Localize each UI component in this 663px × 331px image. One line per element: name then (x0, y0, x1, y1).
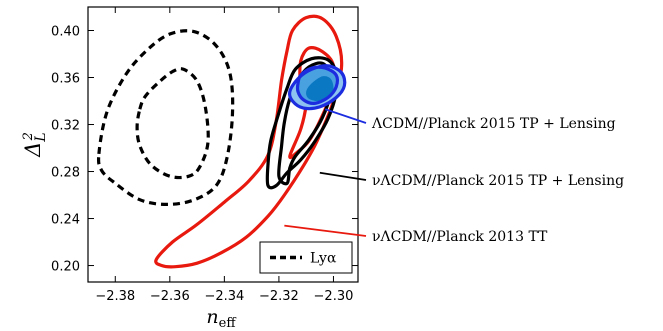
plot-frame (87, 6, 359, 283)
y-tick-label: 0.40 (51, 25, 80, 40)
annotation-1: ΛCDM//Planck 2015 TP + Lensing (324, 108, 616, 132)
y-tick-label: 0.24 (51, 213, 80, 228)
y-tick-label: 0.36 (51, 72, 80, 87)
annotation-label: νΛCDM//Planck 2015 TP + Lensing (372, 173, 624, 189)
svg-text:ΔL2: ΔL2 (21, 132, 49, 158)
y-tick-label: 0.32 (51, 119, 80, 134)
annotation-arrow (319, 171, 367, 181)
contour-layer (96, 14, 347, 269)
annotation-3: νΛCDM//Planck 2013 TT (284, 224, 548, 245)
x-axis-title-base: n (206, 306, 218, 328)
y-tick-label: 0.20 (51, 260, 80, 275)
x-tick-label: −2.30 (314, 289, 354, 304)
annotation-label: ΛCDM//Planck 2015 TP + Lensing (371, 116, 616, 132)
x-axis-title-sub: eff (219, 316, 238, 331)
y-axis-ticks: 0.20 0.24 0.28 0.32 0.36 0.40 (51, 25, 358, 275)
annotation-layer: ΛCDM//Planck 2015 TP + Lensing νΛCDM//Pla… (284, 108, 624, 245)
y-axis-title: ΔL2 (21, 132, 49, 158)
y-axis-title-sub: L (33, 132, 49, 142)
x-tick-label: −2.34 (204, 289, 244, 304)
series-ly (96, 29, 235, 206)
x-tick-label: −2.32 (259, 289, 299, 304)
legend: Lyα (259, 241, 353, 274)
contour-level-2 (96, 29, 235, 206)
y-axis-title-base: Δ (21, 142, 45, 158)
annotation-2: νΛCDM//Planck 2015 TP + Lensing (319, 171, 624, 189)
contour-level-2 (265, 56, 339, 190)
annotation-arrow (284, 224, 367, 237)
y-axis-title-sup: 2 (21, 132, 36, 141)
y-tick-label: 0.28 (51, 166, 80, 181)
x-tick-label: −2.38 (95, 289, 135, 304)
annotation-label: νΛCDM//Planck 2013 TT (372, 229, 548, 245)
x-axis-ticks: −2.38 −2.36 −2.34 −2.32 −2.30 (95, 7, 353, 304)
contour-level-1 (135, 67, 210, 180)
series-cdm-planck-2015-tp-lensing (287, 64, 347, 111)
contour-fill-core (306, 76, 334, 102)
contour-level-2 (287, 64, 347, 111)
annotation-arrow (324, 108, 367, 124)
x-tick-label: −2.36 (150, 289, 190, 304)
legend-label-lya: Lyα (310, 251, 337, 267)
contour-level-2 (154, 14, 344, 269)
x-axis-title: neff (206, 306, 237, 331)
